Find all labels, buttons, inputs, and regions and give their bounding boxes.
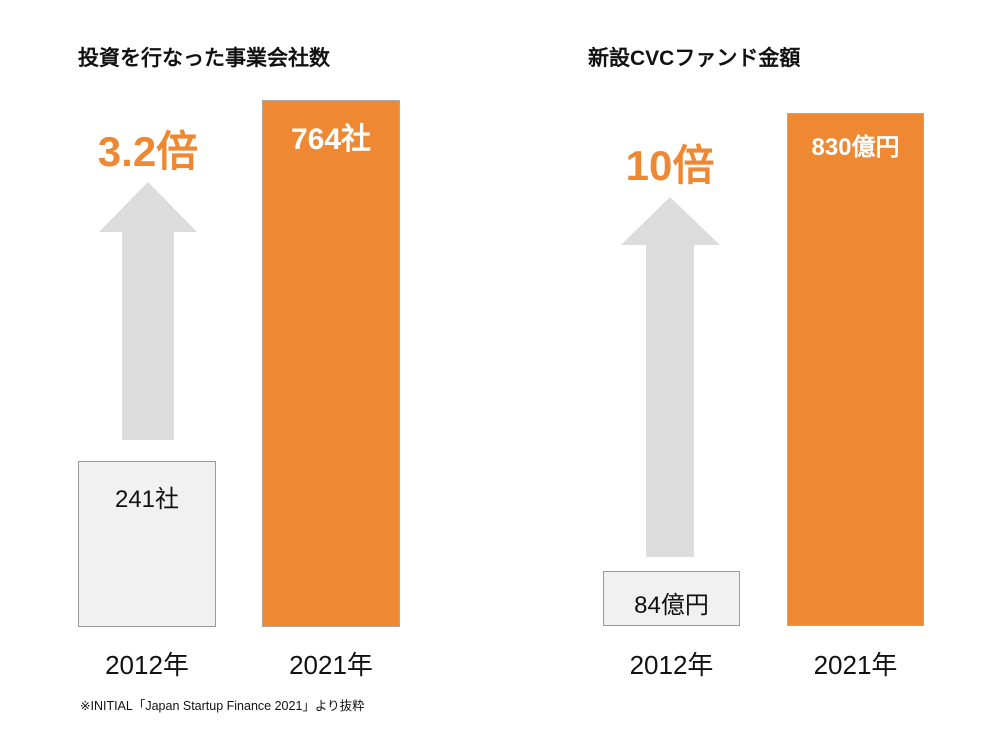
data-label-chart1-2021: 764社: [290, 123, 372, 156]
data-label-chart2-2021: 830億円: [811, 134, 900, 161]
x-tick-chart2-2012: 2012年: [629, 650, 714, 680]
x-tick-chart2-2021: 2021年: [813, 650, 898, 680]
chart2-multiplier: 10倍: [625, 142, 715, 189]
data-label-chart2-2012: 84億円: [634, 592, 709, 619]
chart2-title: 新設CVCファンド金額: [588, 47, 801, 70]
bar-chart1-2012: [78, 460, 216, 627]
arrow-up-icon-chart1: [99, 182, 197, 440]
chart1-multiplier: 3.2倍: [97, 128, 199, 175]
source-footnote: ※INITIAL「Japan Startup Finance 2021」より抜粋: [80, 699, 365, 713]
data-label-chart1-2012: 241社: [114, 485, 180, 513]
bar-chart2-2021: [787, 113, 924, 626]
x-tick-chart1-2021: 2021年: [289, 650, 373, 680]
bar-chart2-2012: [603, 571, 740, 626]
chart1-title: 投資を行なった事業会社数: [78, 47, 330, 70]
bar-chart1-2021: [262, 100, 400, 627]
x-tick-chart1-2012: 2012年: [105, 650, 189, 680]
arrow-up-icon-chart2: [621, 197, 720, 557]
